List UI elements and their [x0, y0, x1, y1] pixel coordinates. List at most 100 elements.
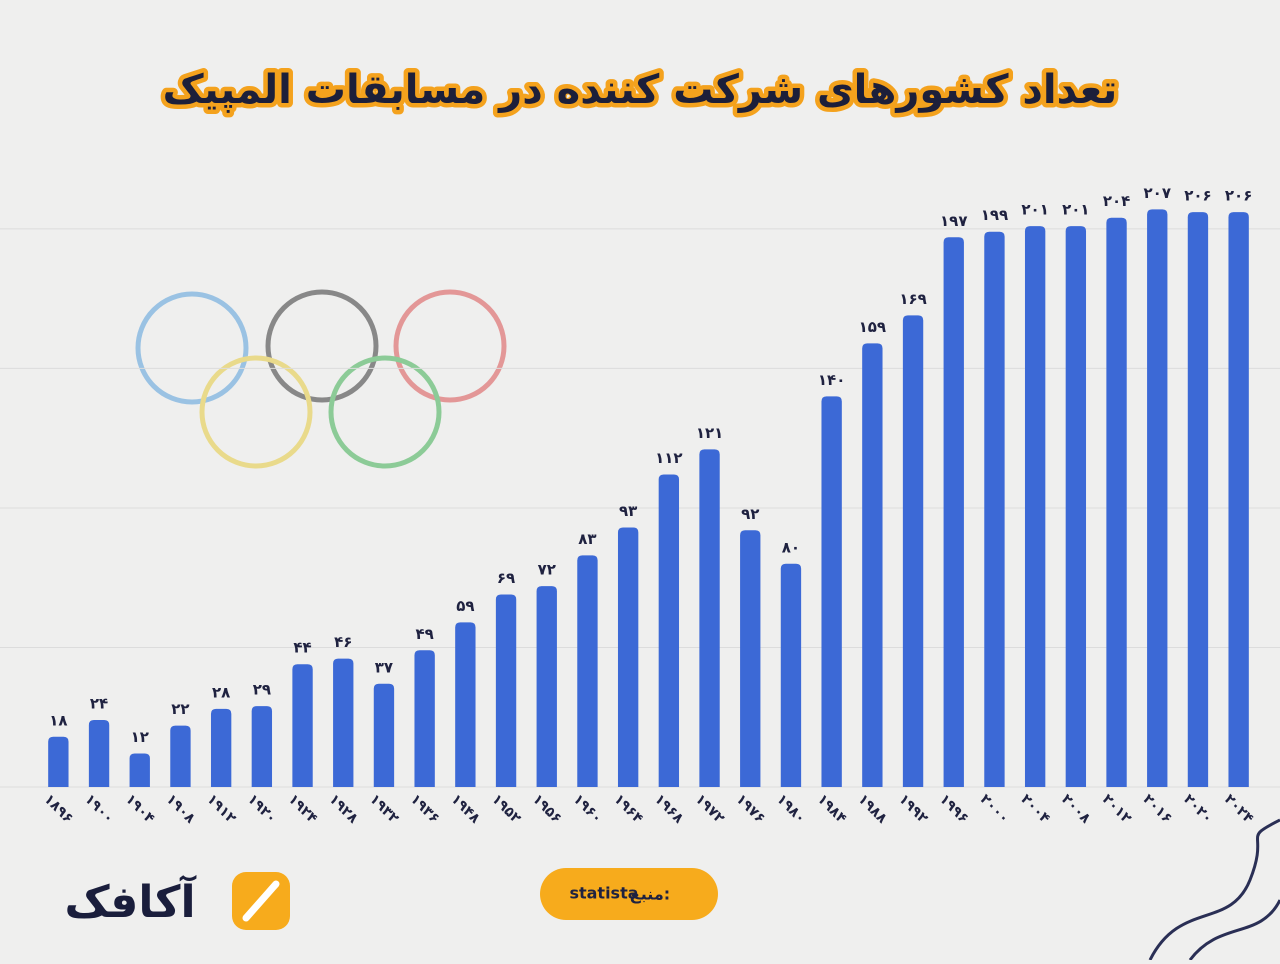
x-tick-label: ۱۹۱۲ — [203, 791, 239, 827]
x-tick-label: ۱۹۲۰ — [244, 791, 279, 826]
bar — [1106, 217, 1127, 787]
value-label: ۴۶ — [334, 633, 352, 651]
chart-title: تعداد کشورهای شرکت کننده در مسابقات المپ… — [163, 67, 1118, 113]
bar — [170, 725, 191, 787]
bar — [984, 231, 1005, 787]
x-tick-label: ۱۹۵۲ — [488, 791, 524, 827]
olympic-rings — [135, 289, 507, 469]
bar — [373, 683, 395, 787]
value-label: ۴۴ — [293, 639, 311, 657]
x-tick-label: ۱۹۴۸ — [448, 791, 484, 827]
bar — [251, 706, 273, 787]
x-tick-label: ۱۹۰۰ — [81, 791, 116, 826]
value-label: ۱۲ — [131, 728, 149, 746]
bar — [292, 664, 313, 787]
x-tick-label: ۲۰۱۶ — [1140, 791, 1175, 826]
value-label: ۸۳ — [578, 530, 596, 548]
x-tick-label: ۱۹۰۸ — [163, 791, 199, 827]
value-label: ۱۸ — [49, 711, 67, 729]
value-label: ۹۲ — [741, 505, 759, 523]
value-label: ۱۶۹ — [899, 290, 926, 308]
bar — [536, 586, 557, 787]
bar — [821, 396, 842, 787]
bar — [902, 315, 924, 787]
x-tick-label: ۲۰۰۸ — [1058, 791, 1094, 827]
x-tick-label: ۱۹۸۰ — [773, 791, 808, 826]
x-tick-label: ۱۹۸۸ — [855, 791, 891, 827]
source-label: منبع: — [630, 885, 670, 904]
bar — [88, 720, 110, 787]
value-label: ۴۹ — [415, 625, 433, 643]
bar — [1065, 226, 1087, 788]
bar — [129, 753, 150, 787]
value-label: ۲۰۶ — [1225, 187, 1252, 205]
bar — [1024, 226, 1046, 788]
value-label: ۷۲ — [538, 561, 556, 579]
bar — [577, 555, 598, 787]
x-tick-label: ۱۹۹۶ — [936, 791, 971, 826]
value-label: ۲۰۷ — [1144, 184, 1171, 202]
bar — [699, 449, 720, 787]
x-tick-label: ۱۹۳۶ — [407, 791, 442, 826]
bar — [658, 474, 680, 787]
x-tick-label: ۱۹۶۸ — [651, 791, 687, 827]
x-tick-label: ۲۰۰۴ — [1017, 791, 1053, 827]
value-label: ۲۰۴ — [1103, 192, 1130, 210]
x-tick-label: ۱۹۹۲ — [895, 791, 931, 827]
x-tick-label: ۱۹۷۶ — [733, 791, 768, 826]
x-tick-label: ۱۹۵۶ — [529, 791, 564, 826]
logo-icon-mark — [242, 880, 280, 922]
bar — [1147, 209, 1168, 787]
value-label: ۲۰۶ — [1184, 187, 1211, 205]
value-label: ۲۰۱ — [1062, 201, 1089, 219]
x-tick-label: ۲۰۲۴ — [1221, 791, 1257, 827]
value-label: ۳۷ — [375, 658, 393, 676]
x-tick-label: ۱۸۹۶ — [41, 791, 76, 826]
value-label: ۱۹۷ — [940, 212, 967, 230]
source-pill — [540, 868, 718, 920]
value-label: ۲۸ — [212, 683, 230, 701]
value-label: ۲۰۱ — [1021, 201, 1048, 219]
bar — [943, 237, 964, 787]
x-tick-label: ۱۹۶۴ — [610, 791, 646, 827]
bar — [210, 708, 232, 787]
x-tick-label: ۲۰۱۲ — [1099, 791, 1135, 827]
value-label: ۱۵۹ — [859, 318, 886, 336]
x-tick-label: ۱۹۶۰ — [570, 791, 605, 826]
x-tick-label: ۲۰۲۰ — [1180, 791, 1215, 826]
x-tick-label: ۱۹۲۸ — [326, 791, 362, 827]
bar — [617, 527, 639, 787]
value-label: ۱۲۱ — [696, 424, 723, 442]
value-label: ۱۴۰ — [818, 371, 845, 389]
bar — [495, 594, 517, 787]
value-label: ۵۹ — [456, 597, 474, 615]
bar — [333, 658, 354, 787]
bar — [1228, 212, 1249, 787]
bar — [780, 563, 802, 787]
bar — [740, 530, 761, 787]
bar — [1187, 212, 1209, 787]
value-label: ۹۳ — [619, 502, 637, 520]
brand: آکافک — [64, 874, 196, 928]
x-tick-label: ۱۹۷۲ — [692, 791, 728, 827]
bar — [48, 736, 69, 787]
x-tick-label: ۱۹۳۲ — [366, 791, 402, 827]
bar — [455, 622, 476, 787]
decoration — [1148, 818, 1280, 961]
bar — [414, 650, 435, 787]
x-tick-label: ۲۰۰۰ — [977, 791, 1012, 826]
value-label: ۲۴ — [90, 695, 108, 713]
x-tick-label: ۱۹۰۴ — [122, 791, 158, 827]
value-label: ۸۰ — [782, 538, 800, 556]
bar — [862, 343, 883, 787]
value-label: ۱۹۹ — [981, 206, 1008, 224]
value-label: ۲۹ — [253, 681, 271, 699]
value-label: ۶۹ — [497, 569, 515, 587]
value-label: ۲۲ — [171, 700, 189, 718]
x-tick-label: ۱۹۲۴ — [285, 791, 321, 827]
value-label: ۱۱۲ — [655, 449, 682, 467]
x-tick-label: ۱۹۸۴ — [814, 791, 850, 827]
source: statista — [569, 884, 638, 903]
